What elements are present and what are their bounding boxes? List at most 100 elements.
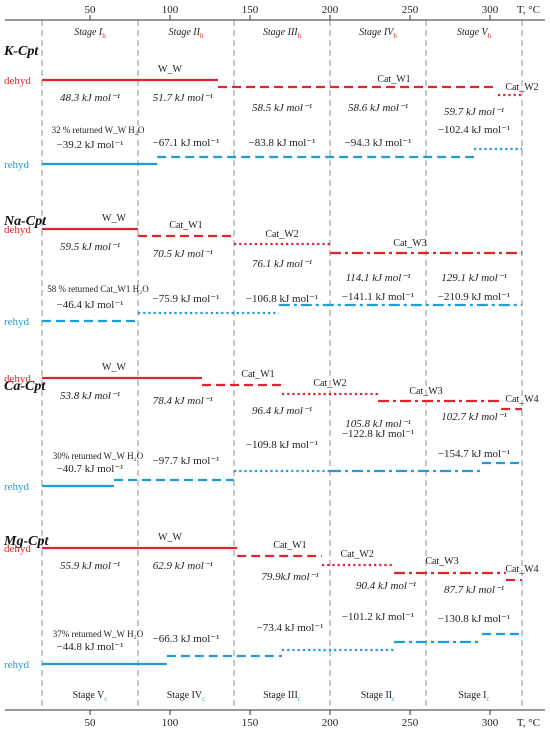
rehyd-energy-label: −39.2 kJ mol⁻¹ xyxy=(57,139,124,151)
dehyd-energy-label: 129.1 kJ mol⁻¹ xyxy=(441,272,507,284)
dehyd-energy-label: 78.4 kJ mol⁻¹ xyxy=(153,395,213,407)
top-tick-label: 50 xyxy=(85,4,97,16)
dehyd-energy-label: 58.5 kJ mol⁻¹ xyxy=(252,102,312,114)
rehyd-energy-label: −66.3 kJ mol⁻¹ xyxy=(153,633,220,645)
dehyd-row-label: dehyd xyxy=(4,543,31,555)
bottom-tick-label: 100 xyxy=(162,717,179,729)
dehyd-energy-label: 76.1 kJ mol⁻¹ xyxy=(252,258,312,270)
dehyd-row-label: dehyd xyxy=(4,75,31,87)
dehyd-energy-label: 87.7 kJ mol⁻¹ xyxy=(444,584,504,596)
stage-name: Stage II xyxy=(169,27,201,38)
phase-label: Cat_W2 xyxy=(265,229,298,240)
rehyd-energy-label: −122.8 kJ mol⁻¹ xyxy=(342,428,414,440)
dehyd-energy-label: 51.7 kJ mol⁻¹ xyxy=(153,92,213,104)
stage-name: Stage IV xyxy=(167,690,203,701)
rehyd-return-note: 32 % returned W_W H₂O xyxy=(52,125,145,135)
stage-name: Stage I xyxy=(74,27,103,38)
phase-label: Cat_W2 xyxy=(505,82,538,93)
phase-label: Cat_W1 xyxy=(273,540,306,551)
rehyd-energy-label: −44.8 kJ mol⁻¹ xyxy=(57,641,124,653)
dehyd-energy-label: 105.8 kJ mol⁻¹ xyxy=(345,418,411,430)
bottom-tick-label: 300 xyxy=(482,717,499,729)
phase-label: Cat_W1 xyxy=(169,220,202,231)
top-stage-label: Stage Vh xyxy=(457,27,492,40)
stage-name: Stage V xyxy=(457,27,490,38)
bottom-stage-label: Stage IIIc xyxy=(263,690,301,703)
dehyd-energy-label: 53.8 kJ mol⁻¹ xyxy=(60,390,120,402)
top-tick-label: 250 xyxy=(402,4,419,16)
stage-subscript: h xyxy=(393,32,397,40)
stage-subscript: c xyxy=(202,695,205,703)
rehyd-return-note: 37% returned W_W H₂O xyxy=(53,629,144,639)
rehyd-energy-label: −67.1 kJ mol⁻¹ xyxy=(153,137,220,149)
rehyd-energy-label: −94.3 kJ mol⁻¹ xyxy=(345,137,412,149)
stage-name: Stage III xyxy=(263,690,298,701)
rehyd-energy-label: −130.8 kJ mol⁻¹ xyxy=(438,613,510,625)
rehyd-energy-label: −210.9 kJ mol⁻¹ xyxy=(438,291,510,303)
phase-label: Cat_W1 xyxy=(241,369,274,380)
rehyd-energy-label: −106.8 kJ mol⁻¹ xyxy=(246,293,318,305)
stage-name: Stage IV xyxy=(359,27,395,38)
rehyd-energy-label: −40.7 kJ mol⁻¹ xyxy=(57,463,124,475)
top-stage-label: Stage IVh xyxy=(359,27,397,40)
phase-label: W_W xyxy=(102,213,126,224)
stage-subscript: c xyxy=(104,695,107,703)
bottom-stage-label: Stage Vc xyxy=(73,690,108,703)
dehyd-energy-label: 102.7 kJ mol⁻¹ xyxy=(441,411,507,423)
panel-title: Ca-Cpt xyxy=(4,379,46,394)
panel-title: Mg-Cpt xyxy=(3,534,49,549)
bottom-tick-label: 150 xyxy=(242,717,259,729)
top-tick-label: 150 xyxy=(242,4,259,16)
stage-subscript: c xyxy=(486,695,489,703)
phase-label: Cat_W2 xyxy=(313,378,346,389)
dehyd-energy-label: 58.6 kJ mol⁻¹ xyxy=(348,102,408,114)
dehyd-energy-label: 48.3 kJ mol⁻¹ xyxy=(60,92,120,104)
phase-label: Cat_W4 xyxy=(505,564,538,575)
bottom-stage-label: Stage Ic xyxy=(458,690,489,703)
top-tick-label: 200 xyxy=(322,4,339,16)
rehyd-energy-label: −75.9 kJ mol⁻¹ xyxy=(153,293,220,305)
stage-subscript: h xyxy=(102,32,106,40)
top-stage-label: Stage Ih xyxy=(74,27,106,40)
rehyd-row-label: rehyd xyxy=(4,659,30,671)
dehyd-energy-label: 59.5 kJ mol⁻¹ xyxy=(60,241,120,253)
stage-subscript: c xyxy=(298,695,301,703)
dehyd-energy-label: 114.1 kJ mol⁻¹ xyxy=(346,272,411,284)
stage-name: Stage V xyxy=(73,690,106,701)
dehyd-energy-label: 59.7 kJ mol⁻¹ xyxy=(444,106,504,118)
bottom-tick-label: 250 xyxy=(402,717,419,729)
rehyd-row-label: rehyd xyxy=(4,159,30,171)
bottom-tick-label: 50 xyxy=(85,717,97,729)
phase-label: W_W xyxy=(158,64,182,75)
phase-label: Cat_W4 xyxy=(505,394,538,405)
top-tick-label: 300 xyxy=(482,4,499,16)
stage-name: Stage I xyxy=(458,690,486,701)
dehyd-row-label: dehyd xyxy=(4,224,31,236)
dehyd-energy-label: 70.5 kJ mol⁻¹ xyxy=(153,248,213,260)
phase-label: W_W xyxy=(158,532,182,543)
bottom-stage-label: Stage IIc xyxy=(361,690,396,703)
dehyd-energy-label: 55.9 kJ mol⁻¹ xyxy=(60,560,120,572)
rehyd-energy-label: −154.7 kJ mol⁻¹ xyxy=(438,448,510,460)
stage-subscript: c xyxy=(392,695,395,703)
top-axis-unit: T, °C xyxy=(517,4,540,16)
stage-subscript: h xyxy=(298,32,302,40)
rehyd-row-label: rehyd xyxy=(4,481,30,493)
rehyd-energy-label: −141.1 kJ mol⁻¹ xyxy=(342,291,414,303)
phase-label: Cat_W2 xyxy=(341,549,374,560)
stage-subscript: h xyxy=(488,32,492,40)
dehyd-energy-label: 79.9kJ mol⁻¹ xyxy=(261,571,318,583)
panel-title: K-Cpt xyxy=(3,44,39,59)
dehyd-energy-label: 62.9 kJ mol⁻¹ xyxy=(153,560,213,572)
stage-name: Stage II xyxy=(361,690,392,701)
rehyd-return-note: 58 % returned Cat_W1 H₂O xyxy=(47,284,149,294)
phase-label: Cat_W3 xyxy=(425,556,458,567)
rehyd-energy-label: −73.4 kJ mol⁻¹ xyxy=(257,622,324,634)
rehyd-energy-label: −109.8 kJ mol⁻¹ xyxy=(246,439,318,451)
rehyd-energy-label: −101.2 kJ mol⁻¹ xyxy=(342,611,414,623)
top-stage-label: Stage IIh xyxy=(169,27,204,40)
phase-label: Cat_W1 xyxy=(377,74,410,85)
rehyd-return-note: 30% returned W_W H₂O xyxy=(53,451,144,461)
stage-subscript: h xyxy=(200,32,204,40)
rehyd-energy-label: −46.4 kJ mol⁻¹ xyxy=(57,299,124,311)
